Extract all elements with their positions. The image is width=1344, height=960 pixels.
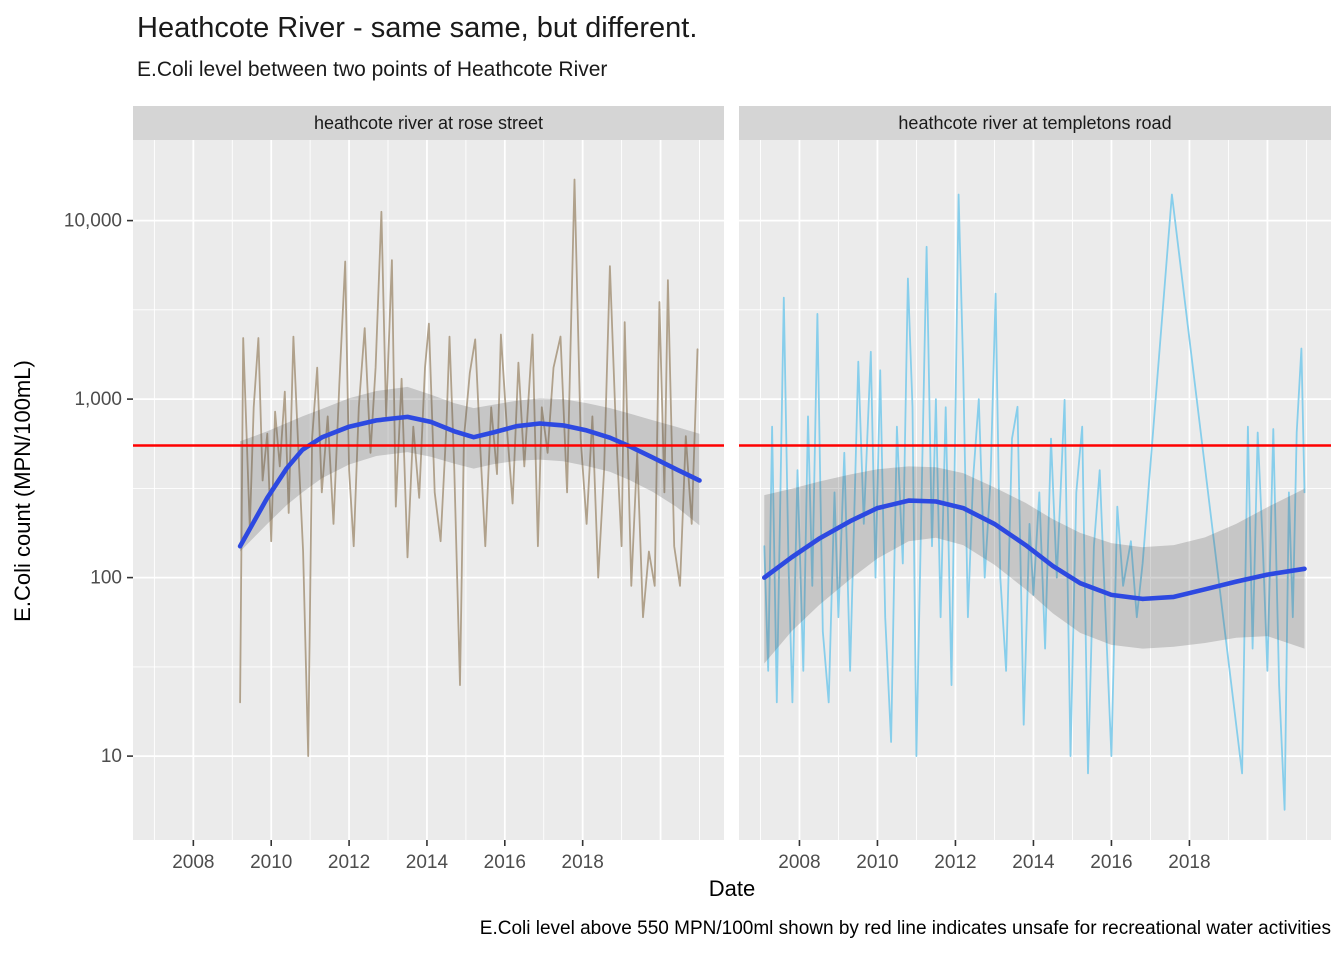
x-tick-label: 2016	[484, 852, 526, 873]
page-title: Heathcote River - same same, but differe…	[137, 12, 698, 44]
x-tick-label: 2018	[1168, 852, 1210, 873]
x-tick-label: 2008	[778, 852, 820, 873]
ecoli-series-line	[239, 178, 699, 757]
x-tick-label: 2010	[250, 852, 292, 873]
page-subtitle: E.Coli level between two points of Heath…	[137, 58, 608, 81]
x-tick-label: 2008	[172, 852, 214, 873]
panel-background	[133, 140, 724, 840]
y-tick-label: 1,000	[74, 389, 122, 410]
y-axis-title: E.Coli count (MPN/100mL)	[10, 360, 35, 622]
x-tick-label: 2012	[934, 852, 976, 873]
ecoli-series-line	[763, 193, 1306, 811]
smooth-trend-line	[761, 498, 1307, 602]
y-tick-label: 10,000	[64, 211, 122, 232]
facet-strip-templetons-road: heathcote river at templetons road	[739, 106, 1331, 140]
x-tick-label: 2012	[328, 852, 370, 873]
x-tick-label: 2010	[856, 852, 898, 873]
facet-strip-rose-street: heathcote river at rose street	[133, 106, 724, 140]
x-axis-title: Date	[708, 876, 756, 901]
facet-strip-rose-street-label: heathcote river at rose street	[313, 112, 544, 133]
panel-background	[739, 140, 1331, 840]
y-tick-label: 100	[90, 568, 122, 589]
x-tick-label: 2014	[1012, 852, 1055, 873]
x-tick-label: 2016	[1090, 852, 1132, 873]
y-tick-label: 10	[101, 746, 122, 767]
x-tick-label: 2014	[406, 852, 449, 873]
caption: E.Coli level above 550 MPN/100ml shown b…	[479, 918, 1331, 939]
smooth-confidence-ribbon	[764, 466, 1305, 664]
facet-strip-templetons-road-label: heathcote river at templetons road	[898, 112, 1172, 133]
x-tick-label: 2018	[562, 852, 604, 873]
